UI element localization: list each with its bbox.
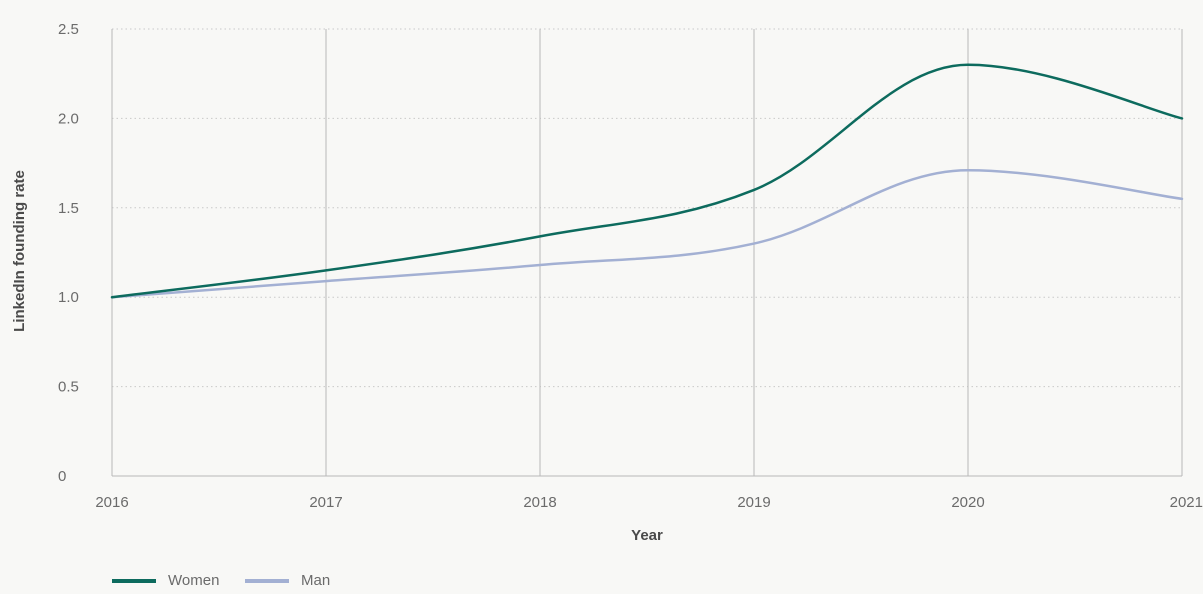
legend-item-man: Man [245,572,330,589]
series-line-women [110,63,1184,299]
y-tick-label: 1.5 [58,200,79,217]
legend-label: Man [301,572,330,589]
x-tick-label: 2016 [95,494,128,511]
series-lines [110,63,1184,299]
x-tick-label: 2019 [737,494,770,511]
legend-swatch [245,579,289,583]
y-tick-label: 0.5 [58,379,79,396]
x-tick-label: 2017 [309,494,342,511]
legend-item-women: Women [112,572,219,589]
x-axis-title: Year [631,527,663,544]
y-tick-label: 0 [58,468,66,485]
y-tick-label: 2.0 [58,110,79,127]
x-tick-label: 2021 [1170,494,1203,511]
legend-label: Women [168,572,219,589]
tick-labels: 0 0.5 1.0 1.5 2.0 2.5 2016 2017 2018 2019 2020 2021 [58,21,1203,511]
y-axis-title: LinkedIn founding rate [11,170,28,332]
y-tick-label: 1.0 [58,289,79,306]
x-tick-label: 2018 [523,494,556,511]
grid [111,28,1183,477]
series-line-man [110,169,1184,299]
legend: Women Man [112,572,330,589]
x-tick-label: 2020 [951,494,984,511]
y-tick-label: 2.5 [58,21,79,38]
legend-swatch [112,579,156,583]
